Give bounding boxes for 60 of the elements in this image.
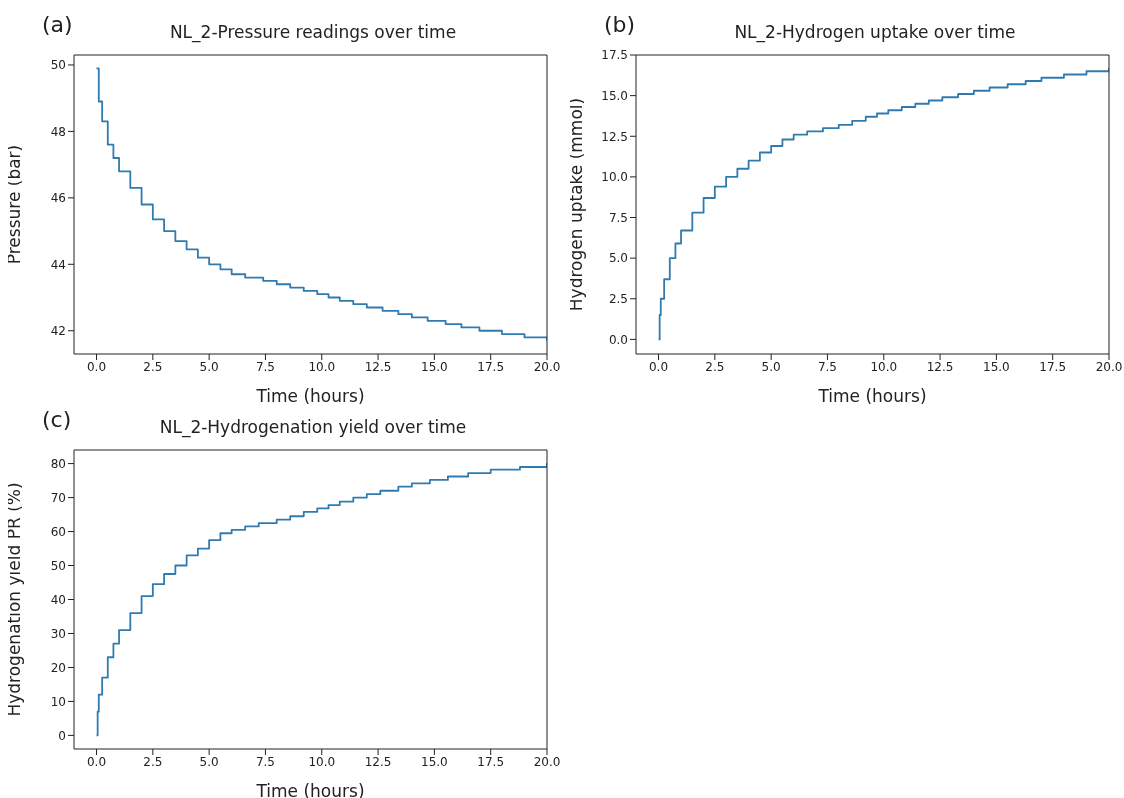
text: (c) bbox=[42, 407, 72, 432]
y-tick-label: 70 bbox=[50, 490, 66, 505]
chart-title: NL_2-Hydrogen uptake over time bbox=[734, 22, 1016, 42]
x-tick-label: 10.0 bbox=[308, 359, 336, 374]
x-tick-label: 5.0 bbox=[761, 359, 781, 374]
x-tick-label: 12.5 bbox=[926, 359, 954, 374]
x-tick-label: 20.0 bbox=[533, 359, 561, 374]
x-tick-label: 12.5 bbox=[364, 754, 392, 769]
x-tick-label: 15.0 bbox=[983, 359, 1010, 374]
x-tick-label: 0.0 bbox=[86, 359, 107, 374]
x-tick-label: 17.5 bbox=[477, 754, 505, 769]
x-tick-label: 10.0 bbox=[870, 359, 898, 374]
x-tick-label: 0.0 bbox=[648, 359, 669, 374]
chart-title: NL_2-Pressure readings over time bbox=[169, 22, 457, 42]
y-tick-label: 12.5 bbox=[601, 129, 628, 144]
x-tick-label: 2.5 bbox=[705, 359, 725, 374]
x-tick-label: 10.0 bbox=[308, 754, 336, 769]
y-tick-label: 50 bbox=[50, 558, 66, 573]
x-tick-label: 5.0 bbox=[199, 359, 219, 374]
x-tick-label: 12.5 bbox=[364, 359, 392, 374]
y-tick-label: 44 bbox=[50, 257, 66, 272]
y-tick-label: 48 bbox=[50, 124, 66, 139]
x-tick-label: 17.5 bbox=[477, 359, 505, 374]
y-tick-label: 0 bbox=[58, 728, 66, 743]
x-tick-label: 7.5 bbox=[255, 359, 275, 374]
y-tick-label: 20 bbox=[50, 660, 66, 675]
y-tick-label: 46 bbox=[50, 191, 66, 206]
x-axis-title: Time (hours) bbox=[817, 386, 927, 406]
y-tick-label: 10.0 bbox=[601, 170, 628, 185]
y-tick-label: 5.0 bbox=[608, 251, 628, 266]
x-tick-label: 7.5 bbox=[255, 754, 275, 769]
x-tick-label: 0.0 bbox=[86, 754, 107, 769]
x-tick-label: 20.0 bbox=[533, 754, 561, 769]
y-tick-label: 30 bbox=[50, 626, 66, 641]
x-tick-label: 15.0 bbox=[421, 754, 448, 769]
y-tick-label: 10 bbox=[50, 694, 66, 709]
y-tick-label: 17.5 bbox=[601, 48, 628, 63]
text: (a) bbox=[42, 12, 73, 37]
x-tick-label: 20.0 bbox=[1095, 359, 1123, 374]
chart-title: NL_2-Hydrogenation yield over time bbox=[159, 417, 467, 437]
y-tick-label: 60 bbox=[50, 524, 66, 539]
x-tick-label: 2.5 bbox=[143, 359, 163, 374]
y-tick-label: 15.0 bbox=[601, 88, 628, 103]
x-tick-label: 2.5 bbox=[143, 754, 163, 769]
x-tick-label: 17.5 bbox=[1039, 359, 1067, 374]
y-tick-label: 0.0 bbox=[608, 332, 628, 347]
y-axis-title: Hydrogenation yield PR (%) bbox=[4, 482, 25, 717]
y-tick-label: 50 bbox=[50, 58, 66, 73]
text: (b) bbox=[604, 12, 636, 37]
y-tick-label: 7.5 bbox=[608, 210, 628, 225]
x-tick-label: 5.0 bbox=[199, 754, 219, 769]
y-tick-label: 80 bbox=[50, 456, 66, 471]
y-tick-label: 42 bbox=[50, 324, 66, 338]
y-tick-label: 40 bbox=[50, 592, 66, 607]
y-axis-title: Hydrogen uptake (mmol) bbox=[566, 97, 587, 312]
x-tick-label: 15.0 bbox=[421, 359, 448, 374]
x-axis-title: Time (hours) bbox=[255, 386, 365, 406]
y-tick-label: 2.5 bbox=[608, 292, 628, 307]
x-tick-label: 7.5 bbox=[817, 359, 837, 374]
y-axis-title: Pressure (bar) bbox=[4, 144, 25, 265]
